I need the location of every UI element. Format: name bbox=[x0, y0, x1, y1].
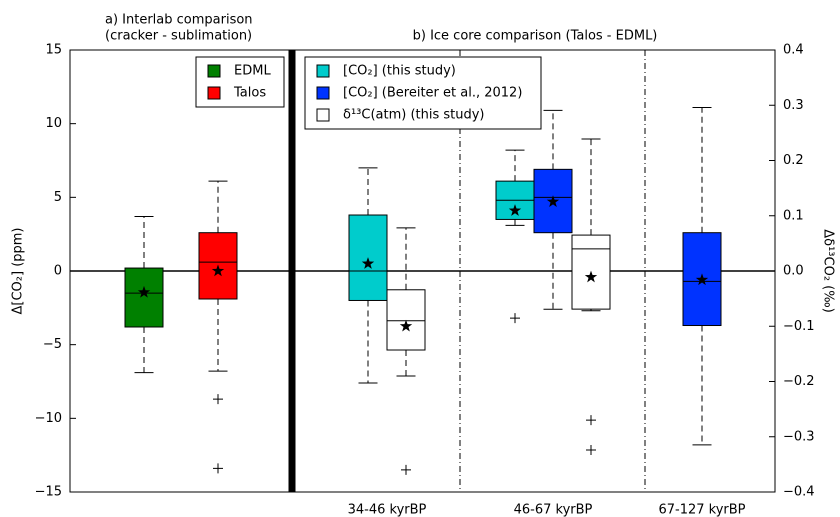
plot-frame bbox=[69, 49, 776, 493]
mean-marker bbox=[361, 257, 375, 269]
y-tick-label: −15 bbox=[35, 485, 62, 500]
x-tick-label: 34-46 kyrBP bbox=[348, 503, 427, 517]
y-axis-label: Δ[CO₂] (ppm) bbox=[11, 227, 26, 314]
legend-marker bbox=[207, 64, 221, 78]
mean-marker bbox=[508, 204, 522, 216]
y2-tick-label: 0.0 bbox=[783, 264, 804, 279]
y2-axis-label: Δδ¹³CO₂ (‰) bbox=[821, 229, 836, 313]
y2-tick-label: 0.1 bbox=[783, 208, 804, 223]
flier bbox=[213, 394, 223, 405]
legend-marker bbox=[316, 108, 330, 122]
y2-tick-label: 0.3 bbox=[783, 98, 804, 113]
mean-marker bbox=[695, 273, 709, 286]
legend-marker bbox=[207, 86, 221, 100]
panel-b-title: b) Ice core comparison (Talos - EDML) bbox=[413, 29, 658, 44]
legend-marker bbox=[316, 86, 330, 100]
y-tick-label: 0 bbox=[54, 264, 62, 279]
legend-label: Talos bbox=[233, 86, 266, 101]
flier bbox=[586, 445, 596, 456]
legend-label: δ¹³C(atm) (this study) bbox=[343, 108, 485, 123]
mean-marker bbox=[584, 270, 598, 283]
mean-marker bbox=[399, 319, 413, 332]
flier bbox=[510, 313, 520, 324]
legend-marker bbox=[316, 64, 330, 78]
y2-tick-label: −0.3 bbox=[783, 429, 815, 444]
legend-label: [CO₂] (this study) bbox=[343, 64, 456, 79]
box bbox=[348, 214, 388, 301]
y2-tick-label: −0.2 bbox=[783, 374, 815, 389]
y2-tick-label: 0.2 bbox=[783, 153, 804, 168]
y-tick-label: −10 bbox=[35, 411, 62, 426]
panel-a-subtitle: (cracker - sublimation) bbox=[105, 29, 252, 44]
mean-marker bbox=[137, 285, 151, 298]
y2-tick-label: −0.1 bbox=[783, 319, 815, 334]
flier bbox=[213, 463, 223, 474]
y2-tick-label: −0.4 bbox=[783, 485, 815, 500]
legend-label: [CO₂] (Bereiter et al., 2012) bbox=[343, 86, 522, 101]
y-tick-label: 5 bbox=[54, 190, 62, 205]
mean-marker bbox=[211, 264, 225, 277]
y-tick-label: −5 bbox=[43, 337, 62, 352]
legend-frame bbox=[304, 56, 542, 130]
panel-a-title: a) Interlab comparison bbox=[105, 13, 253, 28]
legend-label: EDML bbox=[234, 64, 271, 79]
y-tick-label: 15 bbox=[45, 43, 62, 58]
x-tick-label: 67-127 kyrBP bbox=[658, 503, 745, 517]
mean-marker bbox=[546, 195, 560, 208]
flier bbox=[401, 464, 411, 475]
x-tick-label: 46-67 kyrBP bbox=[514, 503, 593, 517]
y2-tick-label: 0.4 bbox=[783, 43, 804, 58]
box bbox=[124, 267, 164, 328]
flier bbox=[586, 415, 596, 426]
y-tick-label: 10 bbox=[45, 116, 62, 131]
